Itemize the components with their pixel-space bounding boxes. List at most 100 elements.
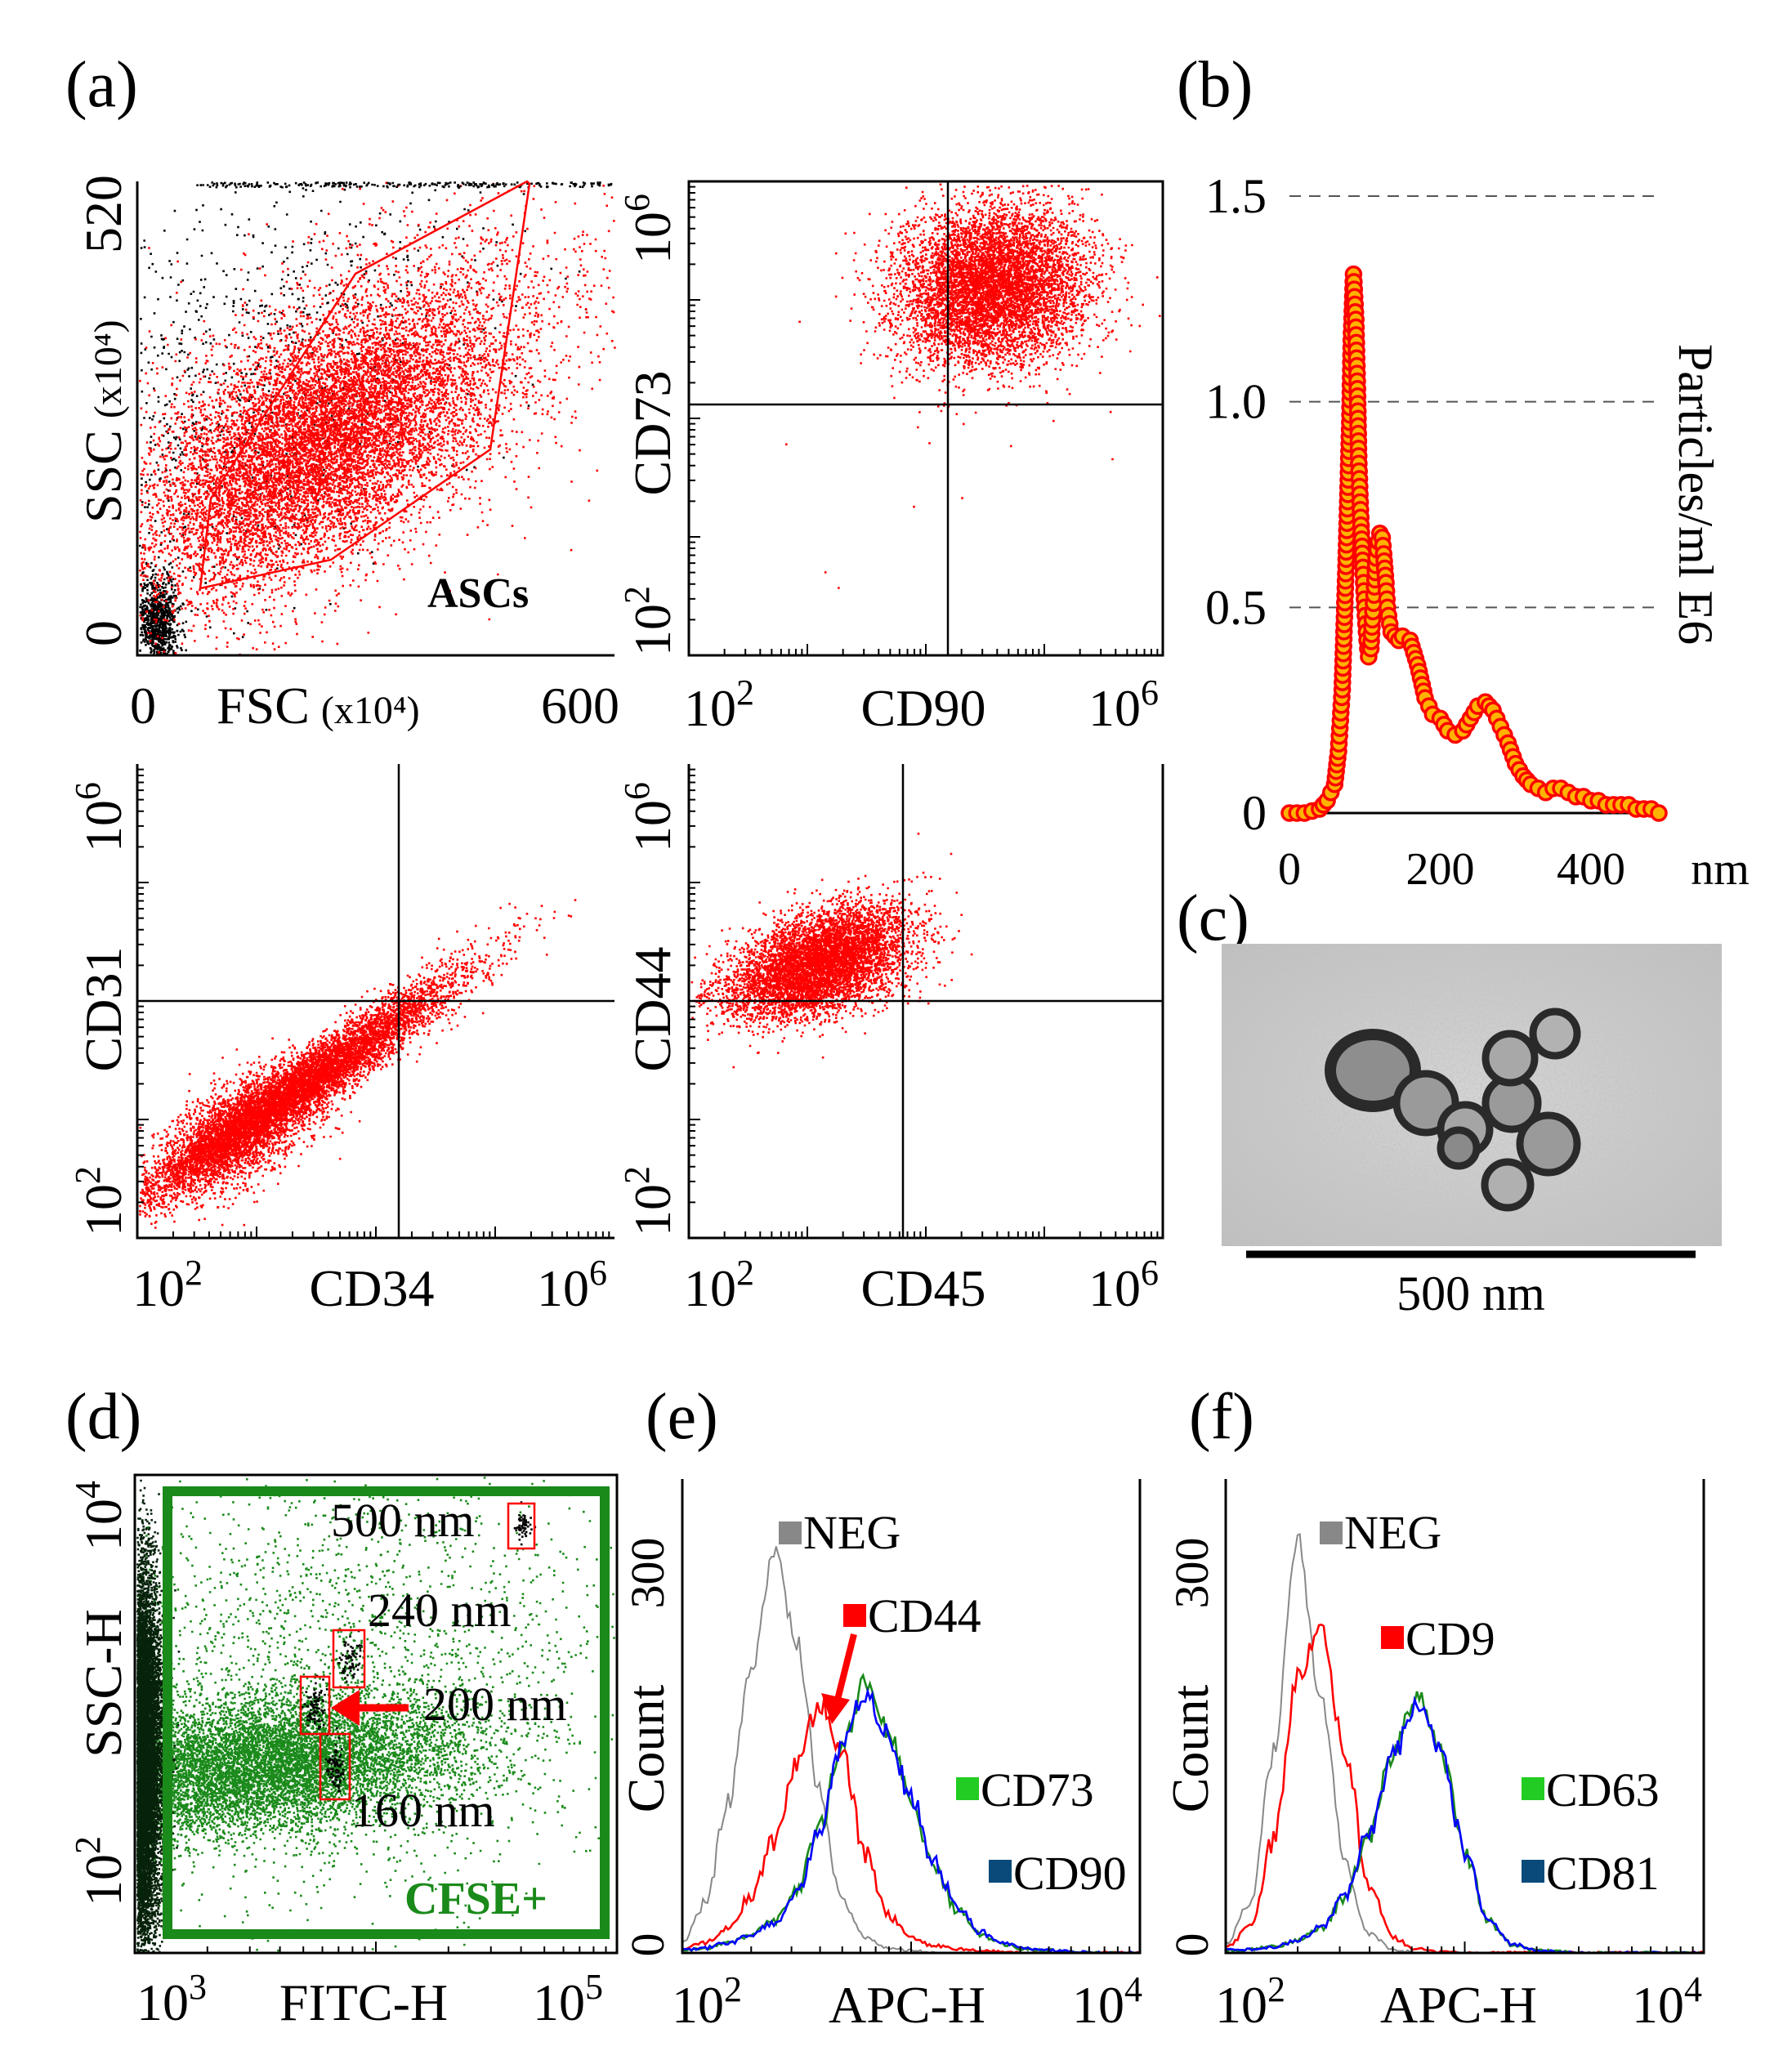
panel-b-size-distribution-chart: 0 0.5 1.0 1.5 0 200 400 nm Particles/ml E6 bbox=[1205, 169, 1750, 895]
d-y-tick-low: 102 bbox=[68, 1836, 132, 1906]
d-x-tick-high-exp: 5 bbox=[585, 1967, 603, 2007]
bead-label-160: 160 nm bbox=[351, 1784, 495, 1837]
a2-x-tick-high: 106 bbox=[1088, 672, 1159, 737]
panel-f-histogram: 102 104 APC-H 0 300 Count NEG CD9 CD63 C… bbox=[1161, 1479, 1705, 2034]
scatter-dots bbox=[196, 181, 613, 189]
a3-x-tick-low-base: 10 bbox=[132, 1259, 185, 1317]
log-tick-marks bbox=[1225, 1942, 1694, 1953]
histogram-cd90 bbox=[681, 1687, 1141, 1955]
e-arrow bbox=[821, 1633, 857, 1724]
a3-y-label: CD31 bbox=[74, 947, 132, 1072]
e-x-tick-high: 104 bbox=[1072, 1969, 1142, 2034]
a4-scatter-points bbox=[690, 833, 973, 1069]
a2-x-tick-low-exp: 2 bbox=[736, 672, 754, 713]
b-x-tick-label: 0 bbox=[1278, 844, 1301, 895]
bead-labels: 500 nm 240 nm 200 nm 160 nm bbox=[331, 1494, 567, 1837]
a3-y-tick-high: 106 bbox=[68, 782, 132, 852]
a1-y-label-unit: (x10⁴) bbox=[87, 319, 130, 418]
scatter-dots bbox=[319, 1727, 345, 1793]
scale-bar-label: 500 nm bbox=[1397, 1267, 1545, 1320]
a3-y-tick-low: 102 bbox=[68, 1166, 132, 1236]
f-x-tick-high: 104 bbox=[1632, 1969, 1702, 2034]
a4-log-ticks bbox=[688, 768, 1159, 1239]
log-tick-marks bbox=[137, 768, 149, 1239]
f-legend: NEG CD9 CD63 CD81 bbox=[1320, 1506, 1660, 1900]
scatter-dots bbox=[136, 1477, 615, 1952]
panel-d-label: (d) bbox=[65, 1381, 141, 1453]
bead-label-200: 200 nm bbox=[423, 1678, 567, 1731]
f-y-tick-0: 0 bbox=[1165, 1933, 1218, 1957]
a3-y-tick-high-base: 10 bbox=[74, 800, 132, 852]
a1-x-label: FSC (x10⁴) bbox=[217, 677, 420, 735]
b-x-tick-label: 400 bbox=[1557, 844, 1625, 895]
f-x-tick-high-base: 10 bbox=[1632, 1976, 1684, 2034]
bead-label-240: 240 nm bbox=[368, 1584, 512, 1637]
e-x-tick-high-base: 10 bbox=[1072, 1976, 1124, 2034]
log-tick-marks bbox=[134, 1942, 607, 1953]
a3-x-tick-low-exp: 2 bbox=[185, 1253, 203, 1293]
b-x-tick-labels: 0 200 400 bbox=[1278, 844, 1625, 895]
f-x-label: APC-H bbox=[1380, 1976, 1537, 2034]
a2-y-tick-low-exp: 2 bbox=[617, 586, 657, 604]
f-x-tick-high-exp: 4 bbox=[1684, 1969, 1702, 2009]
e-x-tick-low-base: 10 bbox=[672, 1976, 724, 2034]
b-x-tick-label: 200 bbox=[1405, 844, 1474, 895]
a1-x-label-unit: (x10⁴) bbox=[321, 689, 420, 732]
a1-y-label: SSC (x10⁴) bbox=[74, 319, 132, 523]
scatter-dots bbox=[785, 285, 1114, 589]
e-x-label: APC-H bbox=[829, 1976, 985, 2034]
e-x-tick-low: 102 bbox=[672, 1969, 742, 2034]
a1-y-tick-0: 0 bbox=[74, 620, 132, 646]
a3-scatter-points bbox=[139, 899, 577, 1229]
a2-frame bbox=[687, 180, 1164, 657]
a4-y-tick-low-base: 10 bbox=[623, 1184, 681, 1236]
log-tick-marks bbox=[688, 1227, 1159, 1238]
e-legend-swatch-cd73 bbox=[956, 1777, 979, 1800]
b-y-tick-label: 0 bbox=[1242, 786, 1267, 840]
d-x-tick-high-base: 10 bbox=[533, 1973, 585, 2031]
panel-a-cd45-cd44-plot: 102 106 CD45 102 106 CD44 bbox=[617, 764, 1164, 1317]
arrow-200nm bbox=[331, 1690, 409, 1726]
a4-x-tick-low: 102 bbox=[684, 1253, 754, 1317]
panel-a-fsc-ssc-plot: ASCs 0 600 FSC (x10⁴) 0 520 SSC (x10⁴) bbox=[74, 175, 619, 735]
d-y-tick-low-base: 10 bbox=[74, 1854, 132, 1906]
a2-y-tick-low: 102 bbox=[617, 586, 681, 656]
e-y-label: Count bbox=[617, 1685, 675, 1813]
a3-y-tick-low-base: 10 bbox=[74, 1184, 132, 1236]
panel-a-cd34-cd31-plot: 102 106 CD34 102 106 CD31 bbox=[68, 764, 614, 1317]
scatter-dots bbox=[694, 833, 973, 1069]
a2-x-tick-high-base: 10 bbox=[1088, 679, 1141, 737]
d-gate-label: CFSE+ bbox=[404, 1874, 547, 1924]
panel-a-cd90-cd73-plot: 102 106 CD90 102 106 CD73 bbox=[617, 180, 1164, 737]
a3-x-tick-high-base: 10 bbox=[537, 1259, 589, 1317]
histogram-cd81 bbox=[1225, 1696, 1704, 1955]
b-y-tick-labels: 0 0.5 1.0 1.5 bbox=[1205, 169, 1267, 840]
asc-gate-polygon bbox=[199, 180, 531, 590]
log-tick-marks bbox=[689, 185, 700, 656]
a4-y-tick-low-exp: 2 bbox=[617, 1166, 657, 1184]
a3-y-tick-low-exp: 2 bbox=[68, 1166, 108, 1184]
f-legend-cd9: CD9 bbox=[1405, 1612, 1495, 1665]
f-y-label: Count bbox=[1161, 1685, 1219, 1813]
f-x-tick-low-base: 10 bbox=[1215, 1976, 1267, 2034]
d-y-tick-high-exp: 4 bbox=[68, 1481, 108, 1499]
d-x-tick-low-base: 10 bbox=[136, 1973, 189, 2031]
e-legend-cd44: CD44 bbox=[868, 1589, 981, 1642]
e-legend-neg: NEG bbox=[803, 1506, 900, 1559]
panel-b-label: (b) bbox=[1177, 49, 1253, 121]
a2-y-tick-high-base: 10 bbox=[623, 212, 681, 264]
e-legend-cd73: CD73 bbox=[981, 1763, 1094, 1816]
e-legend-swatch-neg bbox=[779, 1521, 802, 1544]
a1-scatter-points bbox=[139, 181, 616, 656]
a4-y-label: CD44 bbox=[623, 947, 681, 1072]
a3-x-tick-low: 102 bbox=[132, 1253, 203, 1317]
a2-y-tick-low-base: 10 bbox=[623, 604, 681, 656]
f-axes bbox=[1224, 1479, 1705, 1955]
tem-image: 500 nm bbox=[1222, 944, 1722, 1320]
e-axes bbox=[681, 1479, 1142, 1955]
scatter-dots bbox=[798, 183, 1161, 426]
a2-y-tick-high: 106 bbox=[617, 194, 681, 264]
a3-x-tick-high: 106 bbox=[537, 1253, 607, 1317]
e-y-tick-300: 300 bbox=[621, 1538, 674, 1609]
scatter-dots bbox=[139, 899, 577, 1229]
